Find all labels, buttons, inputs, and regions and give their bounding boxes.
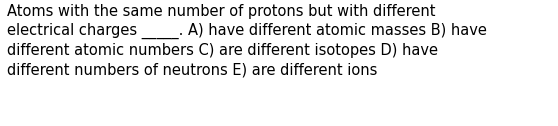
Text: Atoms with the same number of protons but with different
electrical charges ____: Atoms with the same number of protons bu… — [7, 4, 487, 78]
